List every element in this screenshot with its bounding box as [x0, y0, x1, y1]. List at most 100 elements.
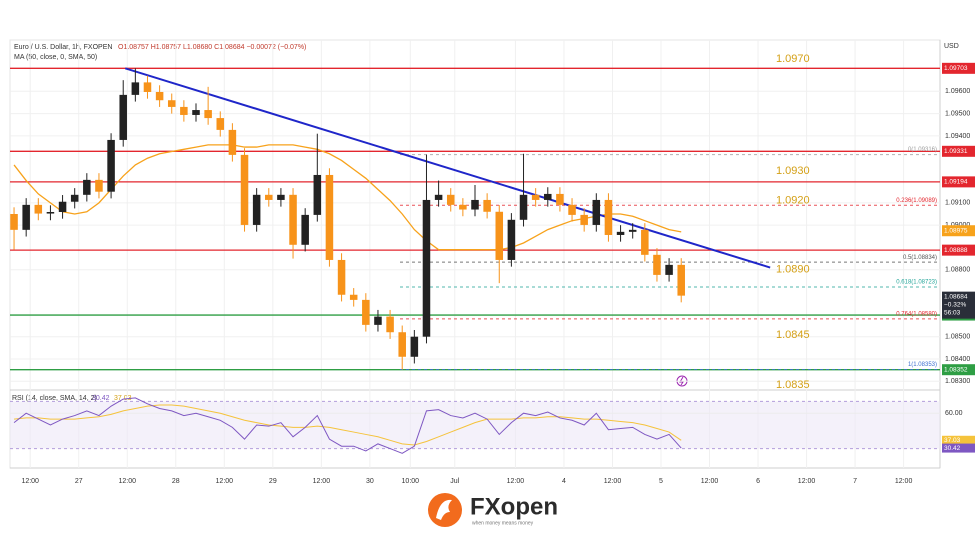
candle-body — [641, 229, 649, 255]
candle-body — [507, 219, 516, 260]
price-badge-label: 1.09331 — [944, 148, 968, 155]
candle-body — [422, 199, 431, 337]
candle-body — [58, 201, 67, 212]
footer-logo: FXopen when money means money — [428, 493, 558, 527]
rsi-band — [10, 401, 940, 449]
symbol-title: Euro / U.S. Dollar, 1h, FXOPEN — [14, 44, 112, 51]
candle-body — [386, 316, 394, 333]
candle-body — [544, 193, 552, 200]
rsi-ma-value: 37.03 — [114, 395, 132, 402]
y-tick-label: 1.09500 — [945, 110, 970, 117]
brand-tagline: when money means money — [472, 520, 534, 526]
y-tick-label: 1.08500 — [945, 334, 970, 341]
fib-label: 0.236(1.09089) — [896, 198, 937, 204]
x-tick-label: 6 — [756, 478, 760, 485]
candle-body — [252, 194, 261, 225]
candle-body — [592, 199, 601, 225]
y-tick-label: 1.08800 — [945, 267, 970, 274]
candle-body — [349, 294, 358, 300]
alert-icon-bolt — [679, 376, 684, 386]
price-badge-label: 1.09194 — [944, 179, 968, 186]
candle-body — [143, 82, 152, 92]
x-tick-label: 29 — [269, 478, 277, 485]
price-badge-label: 37.03 — [944, 437, 961, 444]
candle-body — [119, 94, 127, 140]
candle-body — [265, 194, 273, 200]
x-tick-label: 12:00 — [604, 478, 622, 485]
candle-body — [34, 204, 43, 214]
x-tick-label: 12:00 — [701, 478, 719, 485]
y-tick-label: 1.08400 — [945, 356, 970, 363]
last-price-badge — [942, 291, 975, 319]
last-change: −0.32% — [944, 301, 966, 308]
candle-body — [471, 199, 479, 210]
rsi-line — [13, 397, 682, 454]
x-tick-label: 12:00 — [313, 478, 331, 485]
candle-body — [301, 214, 309, 245]
candle-body — [665, 264, 673, 275]
fib-label: 0.5(1.08834) — [903, 255, 937, 261]
level-annotation: 1.0845 — [776, 329, 810, 341]
price-badge — [942, 62, 975, 74]
brand-name: FXopen — [470, 493, 558, 520]
level-annotation: 1.0890 — [776, 263, 810, 275]
candle-body — [495, 211, 504, 260]
candle-body — [531, 194, 540, 200]
y-tick-label: 1.09400 — [945, 133, 970, 140]
ohlc-header: O1.08757 H1.08757 L1.08680 C1.08684 −0.0… — [118, 44, 306, 51]
y-tick-label: 1.09600 — [945, 88, 970, 95]
x-tick-label: 28 — [172, 478, 180, 485]
candle-body — [459, 204, 467, 210]
candle-body — [446, 194, 455, 205]
x-tick-label: 12:00 — [895, 478, 913, 485]
candle-body — [10, 214, 18, 230]
x-tick-label: 4 — [562, 478, 566, 485]
plot-frame — [9, 39, 941, 469]
price-badge-label: 1.08888 — [944, 247, 968, 254]
x-tick-label: 27 — [75, 478, 83, 485]
candle-body — [556, 193, 564, 205]
candle-body — [580, 214, 588, 225]
x-tick-label: 7 — [853, 478, 857, 485]
rsi-tick-label: 60.00 — [945, 410, 963, 417]
trend-line — [124, 67, 771, 269]
x-tick-label: 12:00 — [21, 478, 39, 485]
candle-body — [155, 91, 164, 101]
price-badge-label: 1.08352 — [944, 366, 968, 373]
level-annotation: 1.0970 — [776, 53, 810, 65]
candle-body — [228, 129, 237, 155]
x-tick-label: 10:00 — [402, 478, 420, 485]
candle-body — [568, 204, 576, 215]
candle-body — [167, 100, 176, 107]
y-tick-label: 1.09100 — [945, 200, 970, 207]
fib-label: 0.618(1.08723) — [896, 280, 937, 286]
candle-body — [337, 259, 346, 295]
candle-body — [325, 174, 334, 260]
x-tick-label: Jul — [450, 478, 459, 485]
price-badge — [942, 364, 975, 376]
candle-body — [362, 299, 370, 325]
candle-body — [313, 174, 322, 215]
price-badge — [942, 244, 975, 256]
candle-body — [180, 106, 188, 115]
candle-body — [22, 204, 30, 230]
candle-body — [70, 194, 79, 202]
rsi-ma-line — [13, 404, 682, 446]
candle-body — [204, 110, 212, 119]
candle-body — [604, 199, 613, 235]
fib-label: 0.764(1.08580) — [896, 311, 937, 317]
countdown: 56:03 — [944, 309, 961, 316]
y-tick-label: 1.08300 — [945, 378, 970, 385]
candle-body — [677, 264, 685, 296]
candle-body — [83, 179, 91, 195]
candle-body — [131, 82, 140, 95]
x-tick-label: 12:00 — [798, 478, 816, 485]
price-badge — [942, 176, 975, 188]
candle-body — [192, 110, 200, 115]
price-badge — [942, 435, 975, 445]
candle-body — [628, 229, 637, 232]
x-tick-label: 30 — [366, 478, 374, 485]
rsi-title: RSI (14, close, SMA, 14, 2) — [12, 395, 97, 402]
candle-body — [519, 194, 528, 220]
